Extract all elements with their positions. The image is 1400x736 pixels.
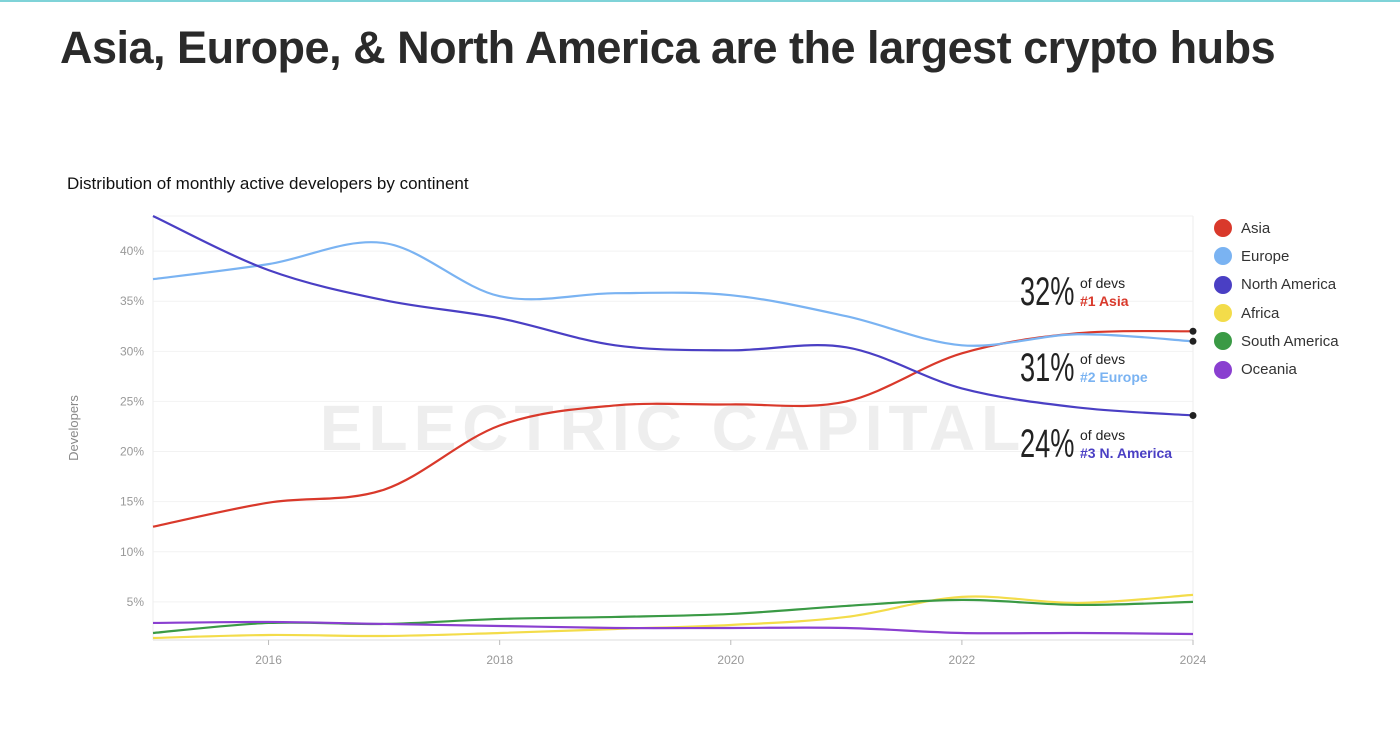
x-tick-label: 2016 (255, 653, 282, 667)
legend-item: Africa (1214, 299, 1339, 327)
legend-swatch (1214, 275, 1232, 294)
legend-swatch (1214, 247, 1232, 266)
y-tick-label: 15% (120, 495, 144, 509)
y-tick-label: 40% (120, 244, 144, 258)
series-line-oceania (152, 620, 1194, 636)
annotation-text: of devs (1080, 275, 1126, 291)
annotation-rank: #2 Europe (1080, 369, 1148, 385)
endpoint-marker (1189, 327, 1197, 335)
legend-label: Europe (1241, 247, 1290, 265)
annotation-rank: #3 N. America (1080, 445, 1173, 461)
annotation-value: 32% (1020, 270, 1075, 314)
top-border (0, 0, 1400, 2)
endpoint-marker (1189, 411, 1197, 419)
x-tick-label: 2022 (949, 653, 976, 667)
legend-label: North America (1241, 276, 1337, 294)
legend-label: South America (1241, 332, 1339, 350)
chart-title: Distribution of monthly active developer… (67, 174, 469, 193)
legend: Asia Europe North America Africa South Ameri… (1214, 214, 1339, 384)
endpoint-marker (1189, 337, 1197, 345)
series-line-north-america (152, 215, 1194, 417)
legend-label: Asia (1241, 219, 1271, 237)
legend-swatch (1214, 219, 1232, 238)
legend-swatch (1214, 332, 1232, 351)
legend-item: Asia (1214, 214, 1339, 242)
legend-label: Oceania (1241, 361, 1297, 379)
annotation-text: of devs (1080, 427, 1126, 443)
y-tick-label: 35% (120, 294, 144, 308)
annotation-value: 24% (1020, 422, 1075, 466)
legend-item: South America (1214, 327, 1339, 355)
legend-swatch (1214, 360, 1232, 379)
y-tick-label: 5% (127, 595, 145, 609)
y-tick-label: 10% (120, 545, 144, 559)
annotation-asia: 32% of devs #1 Asia (1020, 272, 1129, 312)
x-tick-label: 2024 (1180, 653, 1207, 667)
y-tick-label: 30% (120, 344, 144, 358)
annotation-europe: 31% of devs #2 Europe (1020, 348, 1148, 388)
y-axis-label: Developers (66, 395, 81, 461)
x-tick-label: 2020 (717, 653, 744, 667)
annotation-north-america: 24% of devs #3 N. America (1020, 424, 1172, 464)
annotation-rank: #1 Asia (1080, 293, 1129, 309)
y-tick-label: 20% (120, 445, 144, 459)
y-tick-label: 25% (120, 394, 144, 408)
legend-item: North America (1214, 271, 1339, 299)
legend-item: Oceania (1214, 355, 1339, 383)
annotation-value: 31% (1020, 346, 1075, 390)
watermark: ELECTRIC CAPITAL (320, 392, 1026, 464)
legend-label: Africa (1241, 304, 1280, 322)
series-line-europe (152, 241, 1194, 347)
annotation-text: of devs (1080, 351, 1126, 367)
legend-swatch (1214, 304, 1232, 323)
legend-item: Europe (1214, 242, 1339, 270)
x-tick-label: 2018 (486, 653, 513, 667)
page-title: Asia, Europe, & North America are the la… (60, 22, 1276, 73)
